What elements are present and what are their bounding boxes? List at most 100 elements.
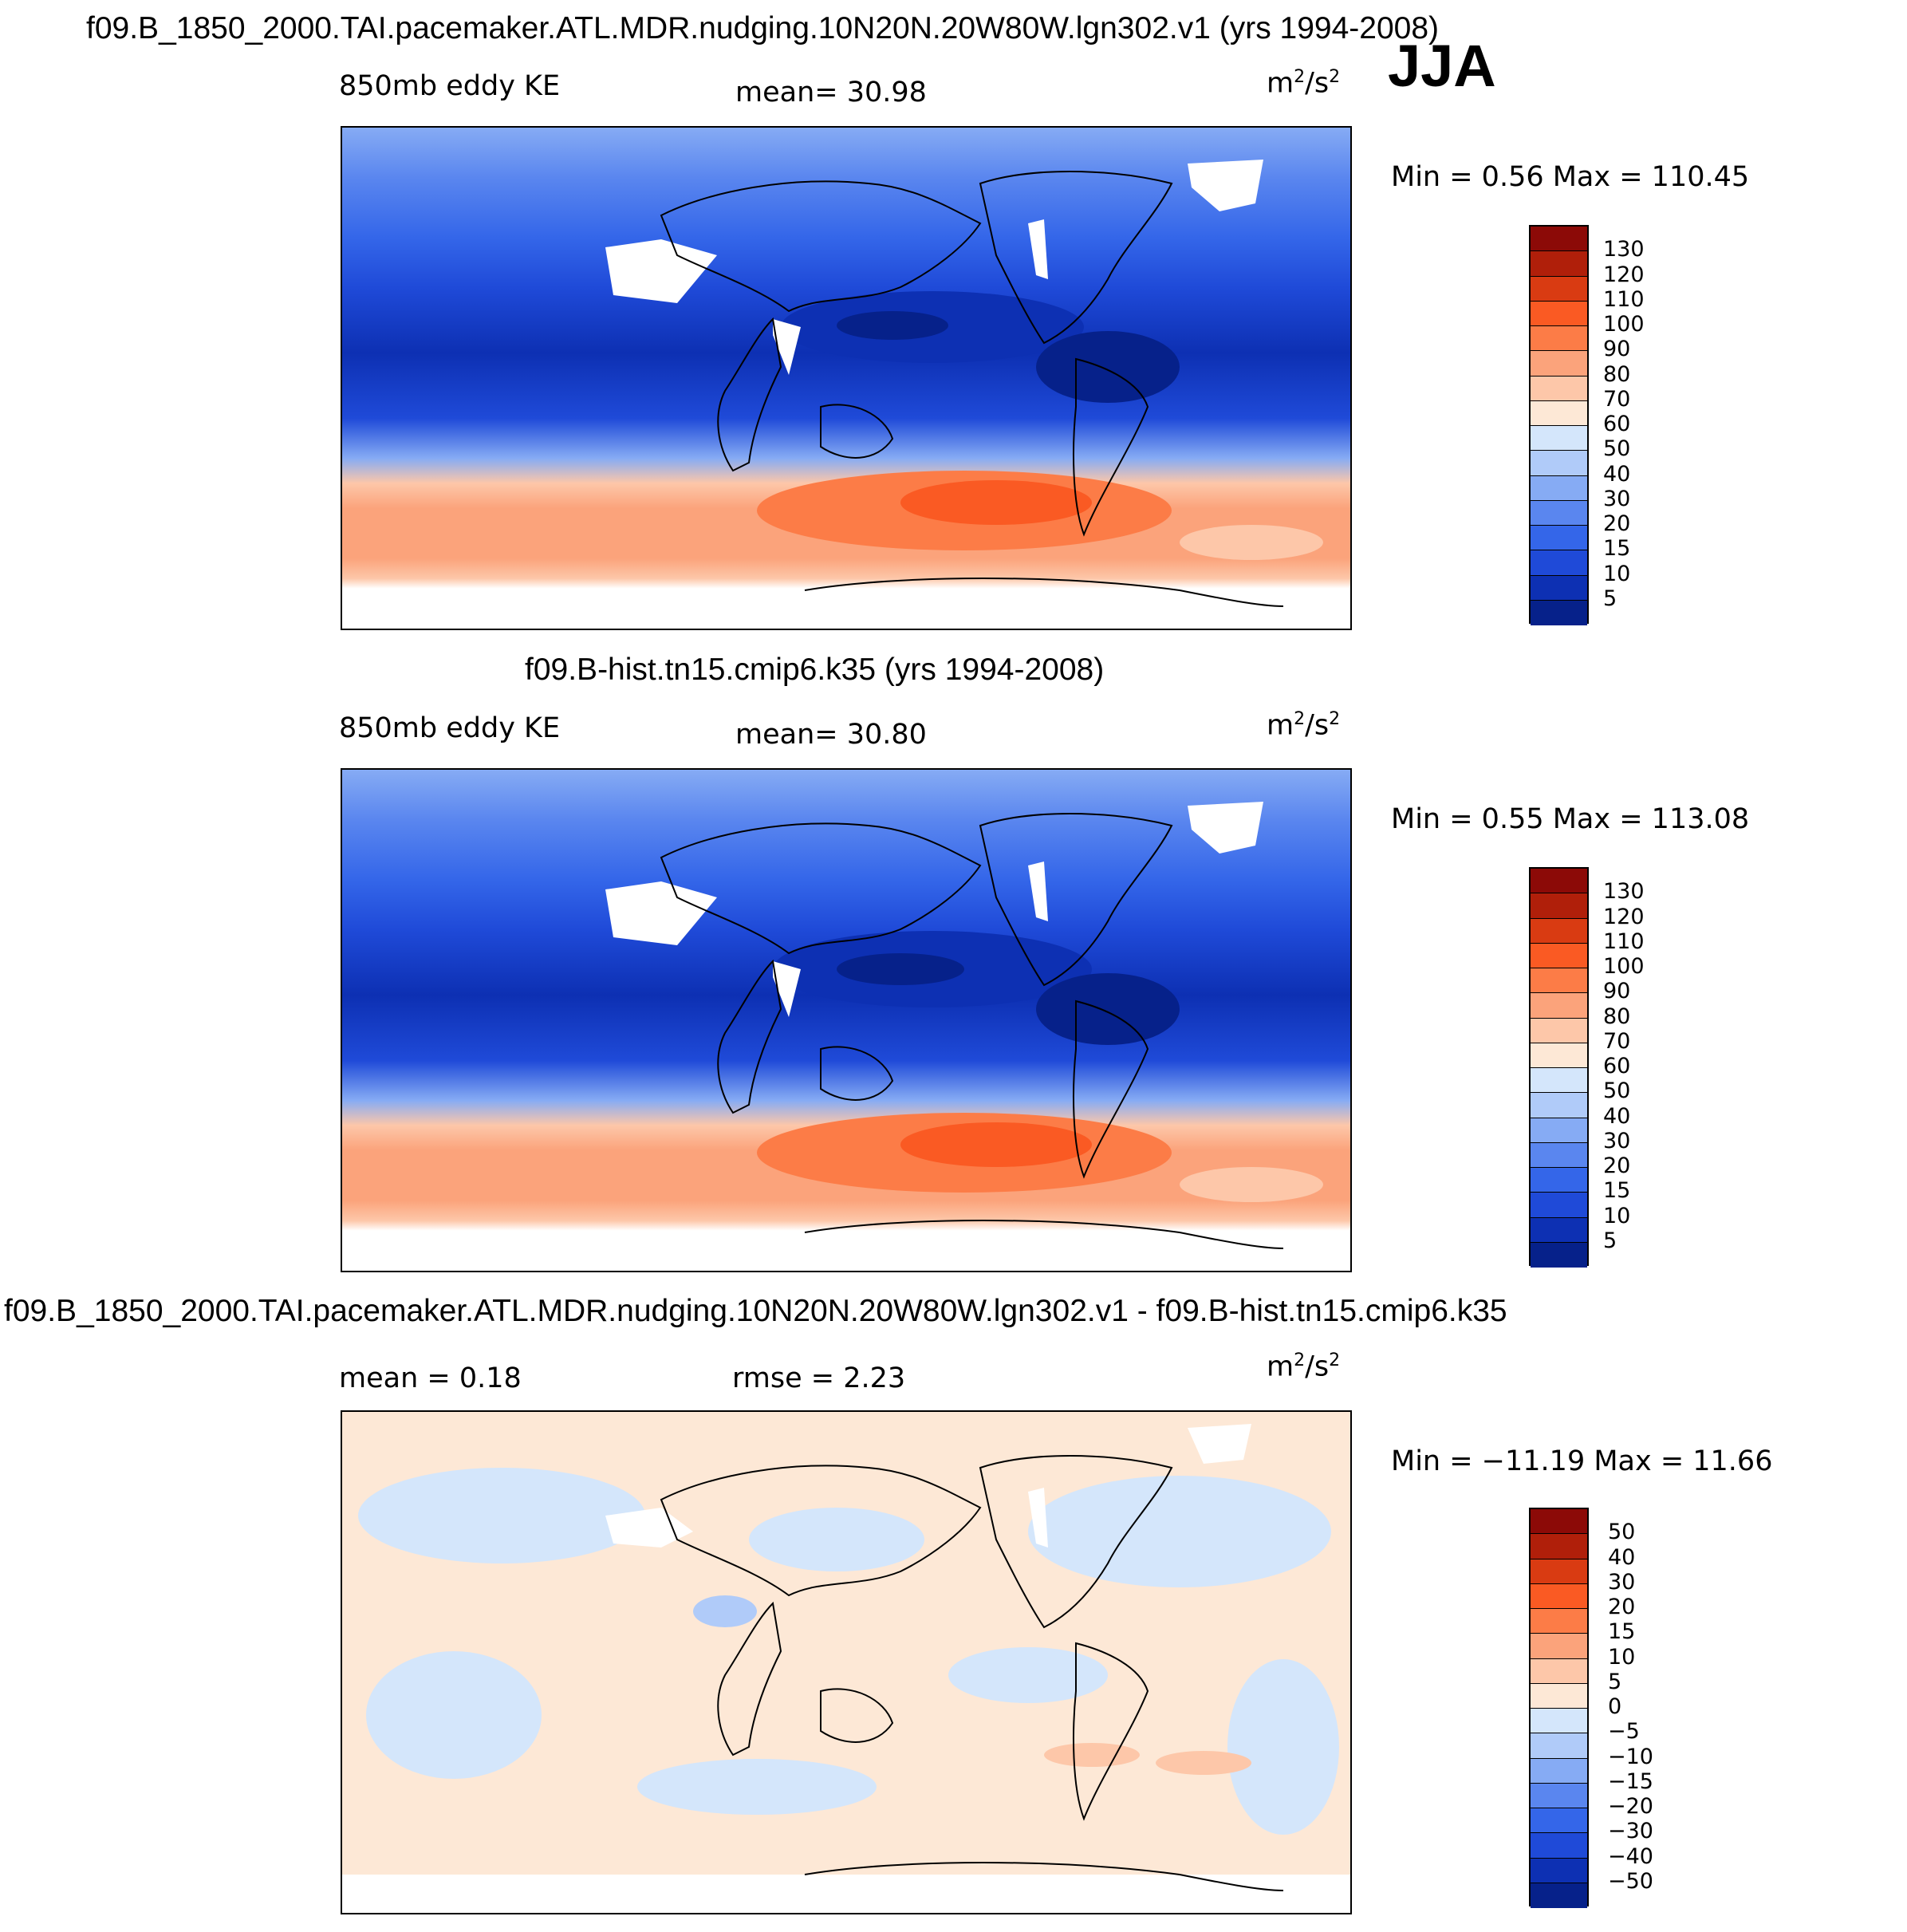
colorbar-tick-label: 30: [1608, 1569, 1636, 1595]
colorbar-segment: [1531, 1142, 1587, 1168]
panel3-map: [341, 1410, 1352, 1914]
colorbar-tick-label: 10: [1608, 1644, 1636, 1670]
colorbar-tick-label: 60: [1603, 412, 1631, 436]
colorbar-tick-label: 20: [1608, 1595, 1636, 1619]
colorbar-segment: [1531, 326, 1587, 352]
colorbar-tick-label: 15: [1603, 536, 1631, 562]
season-label: JJA: [1388, 33, 1496, 99]
colorbar-segment: [1531, 526, 1587, 551]
colorbar-segment: [1531, 1068, 1587, 1094]
colorbar-tick-label: 100: [1603, 954, 1645, 979]
colorbar-segment: [1531, 276, 1587, 302]
colorbar-tick-label: −50: [1608, 1868, 1653, 1894]
colorbar-tick-label: 50: [1603, 1078, 1631, 1104]
panel1-units-label: m2/s2: [1267, 67, 1341, 100]
colorbar-tick-label: −20: [1608, 1794, 1653, 1819]
colorbar-tick-label: 40: [1603, 1103, 1631, 1129]
panel1-map: [341, 126, 1352, 630]
colorbar-tick-label: 20: [1603, 511, 1631, 536]
colorbar-tick-label: 5: [1608, 1669, 1622, 1694]
colorbar-tick-label: 100: [1603, 312, 1645, 337]
colorbar-segment: [1531, 1733, 1587, 1759]
colorbar-segment: [1531, 351, 1587, 377]
colorbar-tick-label: 80: [1603, 361, 1631, 387]
colorbar-tick-label: 110: [1603, 286, 1645, 312]
colorbar-segment: [1531, 1758, 1587, 1784]
colorbar-tick-label: 50: [1603, 436, 1631, 462]
colorbar-segment: [1531, 1709, 1587, 1734]
colorbar-segment: [1531, 1583, 1587, 1609]
colorbar-segment: [1531, 1559, 1587, 1584]
colorbar-tick-label: 120: [1603, 904, 1645, 929]
colorbar-tick-label: 5: [1603, 1228, 1617, 1253]
colorbar-tick-label: 60: [1603, 1054, 1631, 1078]
colorbar-tick-label: 5: [1603, 586, 1617, 611]
colorbar-tick-label: 120: [1603, 262, 1645, 287]
colorbar-segment: [1531, 1783, 1587, 1808]
colorbar-segment: [1531, 1858, 1587, 1883]
panel2-colorbar: [1529, 867, 1589, 1268]
panel1-variable-label: 850mb eddy KE: [339, 70, 561, 102]
colorbar-segment: [1531, 550, 1587, 576]
colorbar-segment: [1531, 1534, 1587, 1559]
colorbar-segment: [1531, 968, 1587, 994]
colorbar-segment: [1531, 1609, 1587, 1634]
colorbar-tick-label: 50: [1608, 1520, 1636, 1545]
colorbar-segment: [1531, 1883, 1587, 1908]
colorbar-tick-label: 130: [1603, 237, 1645, 262]
panel3-title: f09.B_1850_2000.TAI.pacemaker.ATL.MDR.nu…: [4, 1294, 1507, 1328]
colorbar-segment: [1531, 1808, 1587, 1834]
colorbar-tick-label: 90: [1603, 979, 1631, 1004]
colorbar-segment: [1531, 943, 1587, 968]
panel2-title: f09.B-hist.tn15.cmip6.k35 (yrs 1994-2008…: [525, 653, 1105, 687]
colorbar-segment: [1531, 251, 1587, 277]
panel1-title: f09.B_1850_2000.TAI.pacemaker.ATL.MDR.nu…: [86, 11, 1440, 45]
colorbar-tick-label: −10: [1608, 1744, 1653, 1769]
colorbar-tick-label: 0: [1608, 1694, 1622, 1719]
colorbar-tick-label: 40: [1603, 461, 1631, 487]
colorbar-tick-label: 70: [1603, 386, 1631, 412]
panel2-units-label: m2/s2: [1267, 709, 1341, 742]
panel2-variable-label: 850mb eddy KE: [339, 712, 561, 744]
colorbar-segment: [1531, 1093, 1587, 1118]
colorbar-segment: [1531, 1509, 1587, 1535]
colorbar-tick-label: −15: [1608, 1768, 1653, 1794]
colorbar-segment: [1531, 993, 1587, 1019]
panel2-mean-label: mean= 30.80: [735, 719, 927, 751]
colorbar-segment: [1531, 1217, 1587, 1243]
colorbar-segment: [1531, 869, 1587, 894]
colorbar-tick-label: 40: [1608, 1544, 1636, 1570]
colorbar-segment: [1531, 1118, 1587, 1143]
colorbar-segment: [1531, 301, 1587, 326]
colorbar-tick-label: 130: [1603, 879, 1645, 905]
colorbar-segment: [1531, 227, 1587, 252]
panel3-rmse-label: rmse = 2.23: [732, 1362, 906, 1394]
panel3-minmax-label: Min = −11.19 Max = 11.66: [1391, 1445, 1773, 1477]
colorbar-segment: [1531, 1683, 1587, 1709]
colorbar-tick-label: 30: [1603, 486, 1631, 511]
colorbar-segment: [1531, 600, 1587, 625]
colorbar-segment: [1531, 376, 1587, 401]
colorbar-segment: [1531, 1658, 1587, 1684]
colorbar-segment: [1531, 400, 1587, 426]
colorbar-tick-label: 80: [1603, 1003, 1631, 1029]
colorbar-segment: [1531, 918, 1587, 944]
colorbar-tick-label: 30: [1603, 1128, 1631, 1153]
colorbar-tick-label: 110: [1603, 929, 1645, 954]
colorbar-segment: [1531, 1018, 1587, 1043]
colorbar-segment: [1531, 575, 1587, 601]
colorbar-tick-label: 10: [1603, 1203, 1631, 1228]
colorbar-tick-label: −30: [1608, 1819, 1653, 1844]
colorbar-segment: [1531, 1043, 1587, 1068]
colorbar-segment: [1531, 500, 1587, 526]
panel1-mean-label: mean= 30.98: [735, 77, 927, 108]
colorbar-segment: [1531, 475, 1587, 501]
panel2-minmax-label: Min = 0.55 Max = 113.08: [1391, 803, 1750, 835]
colorbar-tick-label: 90: [1603, 337, 1631, 362]
panel3-colorbar: [1529, 1508, 1589, 1908]
panel1-colorbar: [1529, 225, 1589, 625]
colorbar-segment: [1531, 1193, 1587, 1218]
panel3-units-label: m2/s2: [1267, 1350, 1341, 1383]
panel1-minmax-label: Min = 0.56 Max = 110.45: [1391, 161, 1750, 193]
colorbar-tick-label: −5: [1608, 1719, 1640, 1745]
